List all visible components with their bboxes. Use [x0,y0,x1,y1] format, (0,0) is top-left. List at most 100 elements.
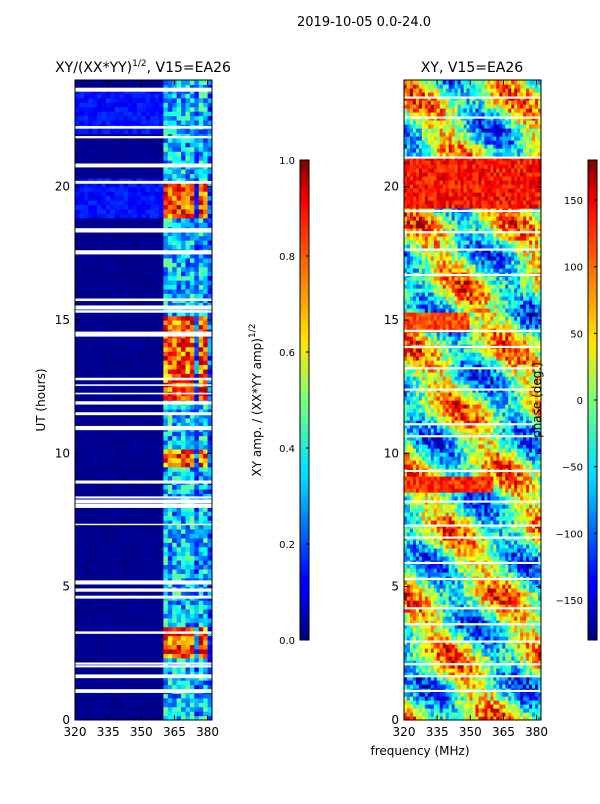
heatmap-cell [155,102,160,107]
heatmap-cell [203,187,208,192]
heatmap-cell [203,622,208,627]
heatmap-cell [110,271,115,276]
heatmap-cell [163,369,168,374]
heatmap-cell [84,102,89,107]
heatmap-cell [203,533,208,538]
heatmap-cell [155,320,160,325]
heatmap-cell [132,169,137,174]
heatmap-cell [177,147,182,152]
heatmap-cell [119,267,124,272]
heatmap-cell [106,102,111,107]
heatmap-cell [141,276,146,281]
heatmap-cell [163,591,168,596]
heatmap-cell [115,711,120,716]
heatmap-cell [168,151,173,156]
heatmap-cell [155,156,160,161]
heatmap-cell [110,356,115,361]
heatmap-cell [88,169,93,174]
heatmap-cell [88,613,93,618]
heatmap-cell [146,107,151,112]
heatmap-cell [172,396,177,401]
heatmap-cell [110,538,115,543]
figure-suptitle: 2019-10-05 0.0-24.0 [297,15,431,30]
heatmap-cell [93,293,98,298]
heatmap-cell [115,258,120,263]
heatmap-cell [159,173,164,178]
heatmap-cell [172,387,177,392]
heatmap-cell [163,213,168,218]
heatmap-cell [172,338,177,343]
heatmap-cell [132,431,137,436]
heatmap-cell [137,489,142,494]
heatmap-cell [194,222,199,227]
heatmap-cell [75,218,80,223]
heatmap-cell [150,342,155,347]
heatmap-cell [190,387,195,392]
heatmap-cell [155,271,160,276]
heatmap-cell [194,693,199,698]
heatmap-cell [163,222,168,227]
heatmap-cell [163,129,168,134]
heatmap-cell [172,289,177,294]
heatmap-cell [190,284,195,289]
heatmap-cell [119,156,124,161]
heatmap-cell [155,653,160,658]
heatmap-cell [124,342,129,347]
heatmap-cell [185,462,190,467]
heatmap-cell [84,218,89,223]
heatmap-cell [155,693,160,698]
heatmap-cell [137,653,142,658]
heatmap-cell [199,218,204,223]
heatmap-cell [159,698,164,703]
heatmap-cell [141,471,146,476]
heatmap-cell [132,702,137,707]
heatmap-cell [177,289,182,294]
heatmap-cell [79,613,84,618]
heatmap-cell [93,204,98,209]
heatmap-cell [84,476,89,481]
heatmap-cell [88,373,93,378]
heatmap-cell [137,204,142,209]
heatmap-cell [75,369,80,374]
heatmap-cell [177,551,182,556]
heatmap-cell [177,347,182,352]
heatmap-cell [194,529,199,534]
heatmap-cell [128,538,133,543]
heatmap-cell [150,156,155,161]
heatmap-cell [132,644,137,649]
heatmap-cell [97,156,102,161]
heatmap-cell [88,707,93,712]
heatmap-cell [172,356,177,361]
heatmap-cell [102,129,107,134]
heatmap-cell [159,236,164,241]
heatmap-cell [102,387,107,392]
heatmap-cell [146,684,151,689]
heatmap-cell [194,240,199,245]
heatmap-cell [199,573,204,578]
heatmap-cell [199,271,204,276]
heatmap-cell [137,173,142,178]
x-tick-label: 335 [97,725,120,739]
heatmap-cell [137,396,142,401]
heatmap-cell [181,680,186,685]
heatmap-cell [168,262,173,267]
heatmap-cell [177,609,182,614]
heatmap-cell [203,267,208,272]
heatmap-cell [181,347,186,352]
heatmap-cell [190,618,195,623]
heatmap-cell [79,667,84,672]
heatmap-cell [185,244,190,249]
heatmap-cell [181,560,186,565]
heatmap-cell [203,609,208,614]
heatmap-cell [137,142,142,147]
heatmap-cell [141,644,146,649]
heatmap-cell [102,347,107,352]
heatmap-cell [132,636,137,641]
heatmap-cell [190,142,195,147]
heatmap-cell [172,684,177,689]
heatmap-cell [163,156,168,161]
heatmap-cell [102,120,107,125]
heatmap-cell [97,418,102,423]
heatmap-cell [194,698,199,703]
